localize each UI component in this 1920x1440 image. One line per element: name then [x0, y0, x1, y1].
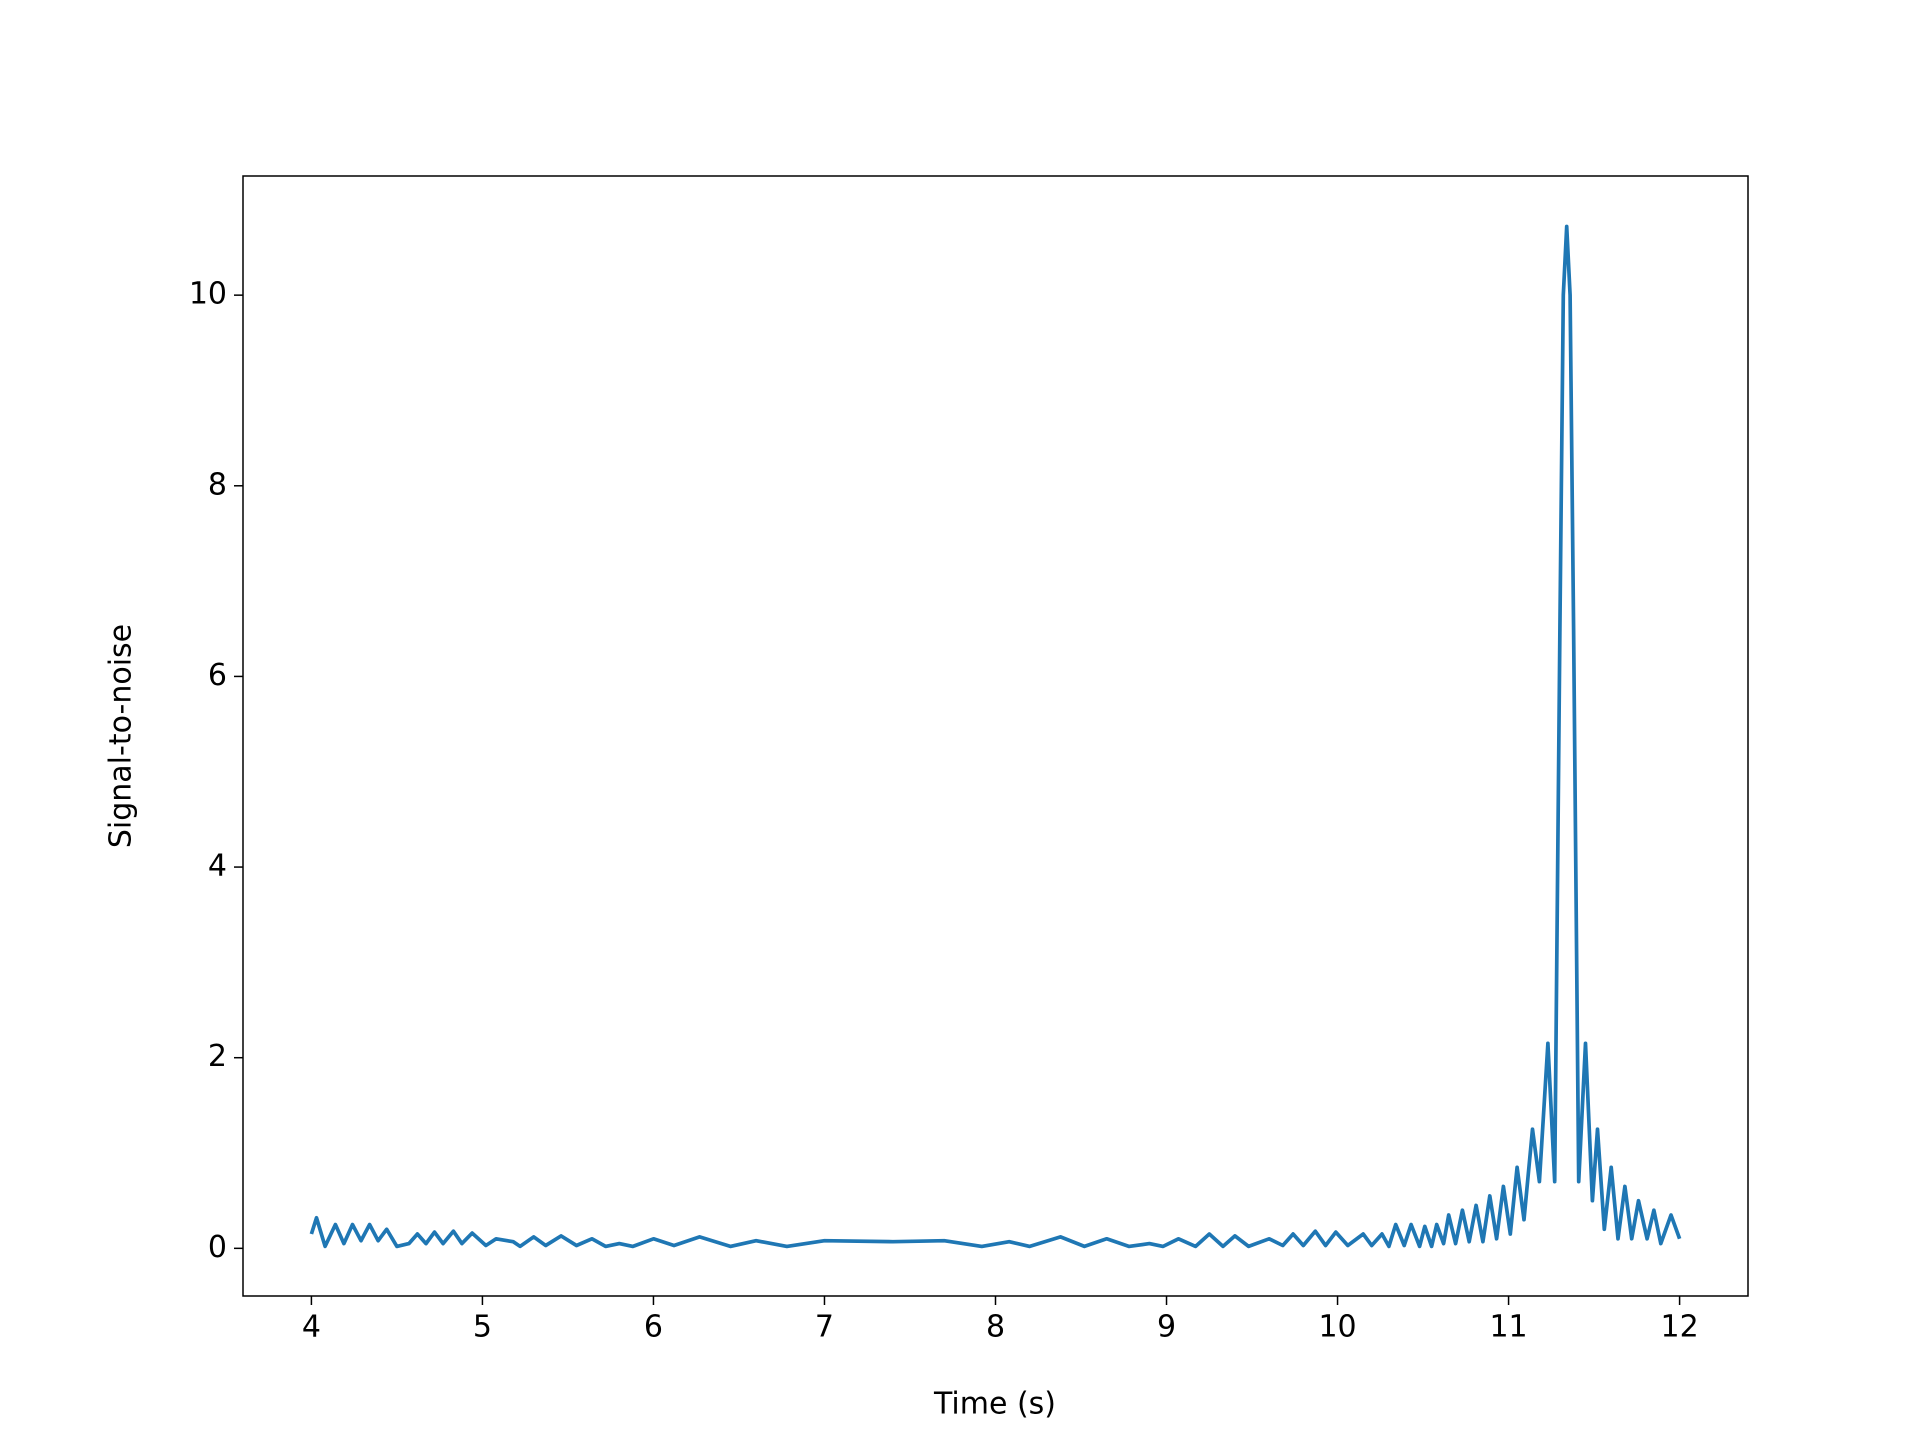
x-axis-label: Time (s)	[933, 1387, 1056, 1422]
plot-frame	[242, 175, 1749, 1297]
x-tick-label: 7	[815, 1310, 834, 1345]
x-tick-label: 11	[1489, 1310, 1527, 1345]
x-tick-label: 8	[986, 1310, 1005, 1345]
y-tick-label: 8	[208, 467, 227, 502]
y-tick-label: 10	[189, 277, 227, 312]
y-tick-label: 4	[208, 849, 227, 884]
x-tick-label: 4	[302, 1310, 321, 1345]
x-tick-label: 12	[1660, 1310, 1698, 1345]
y-axis-label: Signal-to-noise	[104, 624, 139, 848]
x-tick-label: 6	[644, 1310, 663, 1345]
y-tick-label: 6	[208, 658, 227, 693]
x-tick-label: 5	[473, 1310, 492, 1345]
y-tick-label: 2	[208, 1039, 227, 1074]
x-tick-label: 10	[1318, 1310, 1356, 1345]
x-tick-label: 9	[1157, 1310, 1176, 1345]
signal-line	[309, 224, 1682, 1249]
y-tick-label: 0	[208, 1230, 227, 1265]
